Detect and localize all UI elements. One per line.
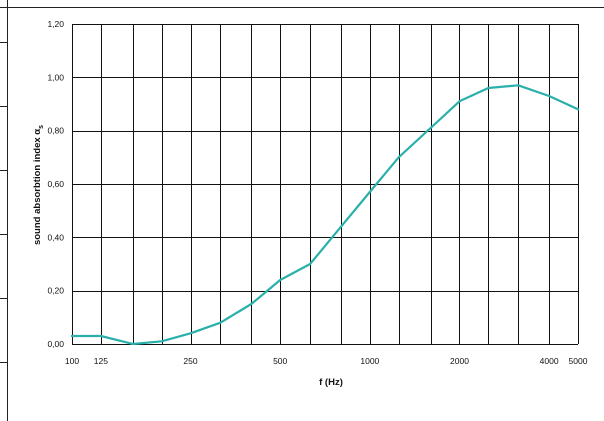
x-tick-label: 125 xyxy=(94,356,108,366)
y-tick-label: 0,40 xyxy=(47,232,64,242)
x-tick-label: 4000 xyxy=(540,356,559,366)
series-layer xyxy=(70,84,580,346)
y-tick-label: 0,60 xyxy=(47,179,64,189)
tick-labels: 0,00 0,20 0,40 0,60 0,80 1,00 1,20 100 125 250 500… xyxy=(47,19,587,366)
y-tick-label: 0,20 xyxy=(47,286,64,296)
x-tick-label: 2000 xyxy=(450,356,469,366)
x-tick-label: 100 xyxy=(65,356,79,366)
grid xyxy=(72,24,579,345)
x-tick-label: 1000 xyxy=(360,356,379,366)
x-tick-label: 500 xyxy=(273,356,287,366)
y-axis-title: sound absorbtion index αs xyxy=(32,125,45,245)
y-tick-label: 1,00 xyxy=(47,72,64,82)
y-axis-title-main: sound absorbtion index α xyxy=(32,129,43,245)
y-axis-title-subscript: s xyxy=(38,125,45,129)
series-line xyxy=(70,84,580,346)
x-axis-title: f (Hz) xyxy=(319,377,343,388)
y-tick-label: 0,80 xyxy=(47,126,64,136)
x-tick-label: 5000 xyxy=(569,356,588,366)
y-tick-label: 1,20 xyxy=(47,19,64,29)
x-tick-label: 250 xyxy=(183,356,197,366)
y-tick-label: 0,00 xyxy=(47,339,64,349)
